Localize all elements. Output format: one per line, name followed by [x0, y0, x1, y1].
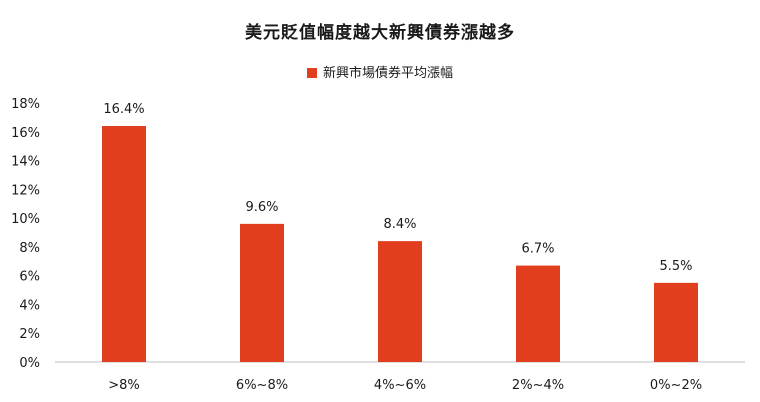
y-tick-label: 14% — [11, 155, 40, 170]
legend-label: 新興市場債券平均漲幅 — [322, 66, 453, 81]
y-tick-label: 6% — [19, 270, 40, 285]
bars — [102, 126, 698, 363]
x-tick-label: 0%~2% — [650, 378, 702, 393]
data-label: 5.5% — [659, 259, 692, 274]
x-tick-label: 4%~6% — [374, 378, 426, 393]
x-tick-label: 6%~8% — [236, 378, 288, 393]
bar — [378, 241, 422, 362]
data-label: 9.6% — [245, 200, 278, 215]
legend-swatch — [306, 68, 317, 78]
bar — [102, 126, 146, 363]
bar — [654, 282, 698, 362]
data-label: 8.4% — [383, 217, 416, 232]
y-tick-label: 12% — [11, 183, 40, 198]
y-tick-label: 2% — [19, 327, 40, 342]
legend: 新興市場債券平均漲幅 — [0, 62, 760, 81]
y-tick-label: 16% — [11, 126, 40, 141]
data-labels: 16.4% 9.6% 8.4% 6.7% 5.5% — [103, 102, 692, 274]
x-tick-label: 2%~4% — [512, 378, 564, 393]
y-axis-ticks: 0% 2% 4% 6% 8% 10% 12% 14% 16% 18% — [11, 97, 40, 371]
y-tick-label: 8% — [19, 241, 40, 256]
y-tick-label: 18% — [11, 97, 40, 112]
x-axis-ticks: >8% 6%~8% 4%~6% 2%~4% 0%~2% — [108, 378, 702, 393]
bar — [240, 223, 284, 362]
y-tick-label: 0% — [19, 356, 40, 371]
bar — [516, 265, 560, 362]
chart-title: 美元貶值幅度越大新興債券漲越多 — [245, 23, 515, 43]
data-label: 6.7% — [521, 242, 554, 257]
x-tick-label: >8% — [108, 378, 140, 393]
y-tick-label: 10% — [11, 212, 40, 227]
data-label: 16.4% — [103, 102, 144, 117]
y-tick-label: 4% — [19, 298, 40, 313]
